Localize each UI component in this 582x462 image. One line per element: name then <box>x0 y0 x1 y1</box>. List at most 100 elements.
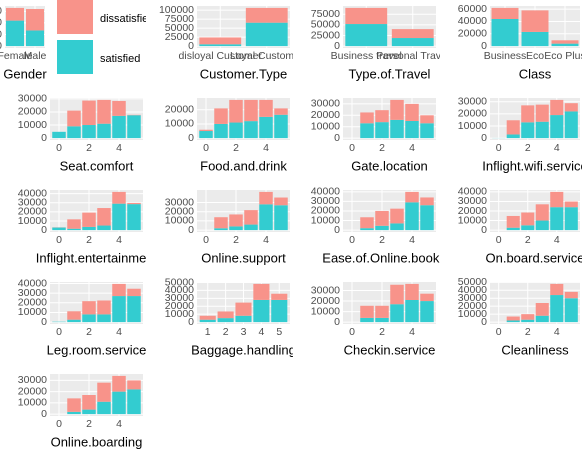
bar-segment <box>259 191 273 205</box>
x-tick-label: 2 <box>525 234 531 246</box>
y-tick-label: 0 <box>41 408 47 420</box>
y-tick-label: 10000 <box>165 215 194 227</box>
x-tick-label: 1 <box>205 326 211 338</box>
bar-segment <box>360 305 374 318</box>
bar-segment <box>551 40 579 44</box>
y-tick-label: 0 <box>481 316 487 328</box>
x-tick-label: Business travel <box>331 50 402 62</box>
y-tick-label: 60000 <box>458 3 487 15</box>
panel-title: Inflight.wifi.service <box>482 158 582 173</box>
bar-segment <box>390 208 404 224</box>
y-tick-label: 20000 <box>165 205 194 217</box>
bar-segment <box>244 99 258 122</box>
bar-segment <box>271 299 288 323</box>
bar-segment <box>405 191 419 203</box>
y-tick-label: 0 <box>188 224 194 236</box>
bar-segment <box>521 212 535 226</box>
panel-title: Gate.location <box>351 158 428 173</box>
bar-segment <box>521 10 549 32</box>
bar-segment <box>506 320 520 323</box>
y-tick-label: 30000 <box>18 374 47 386</box>
bar-segment <box>214 108 228 124</box>
panel-title: Type.of.Travel <box>349 66 431 81</box>
panel-title: Online.boarding <box>51 434 143 449</box>
y-tick-label: 40000 <box>18 277 47 289</box>
panel-title: Cleanliness <box>501 342 569 357</box>
bar-segment <box>199 44 242 47</box>
bar-segment <box>405 202 419 231</box>
y-tick-label: 20000 <box>18 385 47 397</box>
y-tick-label: 10000 <box>165 308 194 320</box>
bar-segment <box>97 123 111 139</box>
bar-segment <box>564 291 578 299</box>
bar-segment <box>214 123 228 139</box>
y-tick-label: 20000 <box>18 106 47 118</box>
x-tick-label: 4 <box>554 142 560 154</box>
x-tick-label: 4 <box>116 418 122 430</box>
x-tick-label: 2 <box>233 142 239 154</box>
bar-segment <box>127 296 141 323</box>
y-tick-label: 50000 <box>165 276 194 288</box>
bar-segment <box>506 316 520 321</box>
bar-segment <box>67 228 81 231</box>
x-tick-label: Female <box>0 50 33 62</box>
bar-segment <box>235 302 252 316</box>
y-tick-label: 75000 <box>165 13 194 25</box>
bar-segment <box>82 125 96 139</box>
bar-segment <box>550 295 564 323</box>
x-tick-label: 0 <box>496 142 502 154</box>
x-tick-label: Personal Travel <box>376 50 449 62</box>
y-tick-label: 0 <box>188 316 194 328</box>
bar-segment <box>274 205 288 231</box>
bar-segment <box>420 293 434 302</box>
y-tick-label: 30000 <box>165 196 194 208</box>
y-tick-label: 20000 <box>458 205 487 217</box>
bar-segment <box>214 228 228 231</box>
bar-segment <box>67 319 81 323</box>
bar-segment <box>82 301 96 315</box>
bar-segment <box>259 99 273 117</box>
y-tick-label: 10000 <box>18 306 47 318</box>
bar-segment <box>345 7 388 25</box>
panel: 0 10000 20000 0 2 4 Food.and.drink <box>165 98 290 173</box>
y-tick-label: 40000 <box>165 284 194 296</box>
bar-segment <box>112 115 126 139</box>
bar-segment <box>67 311 81 320</box>
y-tick-label: 40000 <box>18 187 47 199</box>
y-tick-label: 30000 <box>165 292 194 304</box>
y-tick-label: 20000 <box>458 108 487 120</box>
y-tick-label: 0 <box>481 132 487 144</box>
bar-segment <box>67 110 81 127</box>
bar-segment <box>82 314 96 323</box>
y-tick-label: 30000 <box>18 287 47 299</box>
bar-segment <box>405 103 419 121</box>
panel-title: Leg.room.service <box>47 342 147 357</box>
bar-segment <box>375 225 389 231</box>
bar-segment <box>26 9 44 31</box>
bar-segment <box>375 305 389 318</box>
x-tick-label: 2 <box>525 326 531 338</box>
bar-segment <box>535 220 549 231</box>
x-tick-label: 2 <box>86 418 92 430</box>
bar-segment <box>67 411 81 415</box>
x-tick-label: 4 <box>554 234 560 246</box>
x-tick-label: 2 <box>233 234 239 246</box>
x-tick-label: 0 <box>349 234 355 246</box>
bar-segment <box>564 298 578 323</box>
y-tick-label: 0 <box>334 40 340 52</box>
bar-segment <box>127 380 141 390</box>
x-tick-label: 4 <box>409 142 415 154</box>
bar-segment <box>97 99 111 124</box>
y-tick-label: 50000 <box>311 19 340 31</box>
bar-segment <box>360 317 374 323</box>
bar-segment <box>229 122 243 139</box>
y-tick-label: 20000 <box>311 295 340 307</box>
x-tick-label: 4 <box>263 234 269 246</box>
y-tick-label: 0 <box>334 224 340 236</box>
y-tick-label: 10000 <box>311 305 340 317</box>
bar-segment <box>253 283 270 300</box>
bar-segment <box>253 299 270 323</box>
